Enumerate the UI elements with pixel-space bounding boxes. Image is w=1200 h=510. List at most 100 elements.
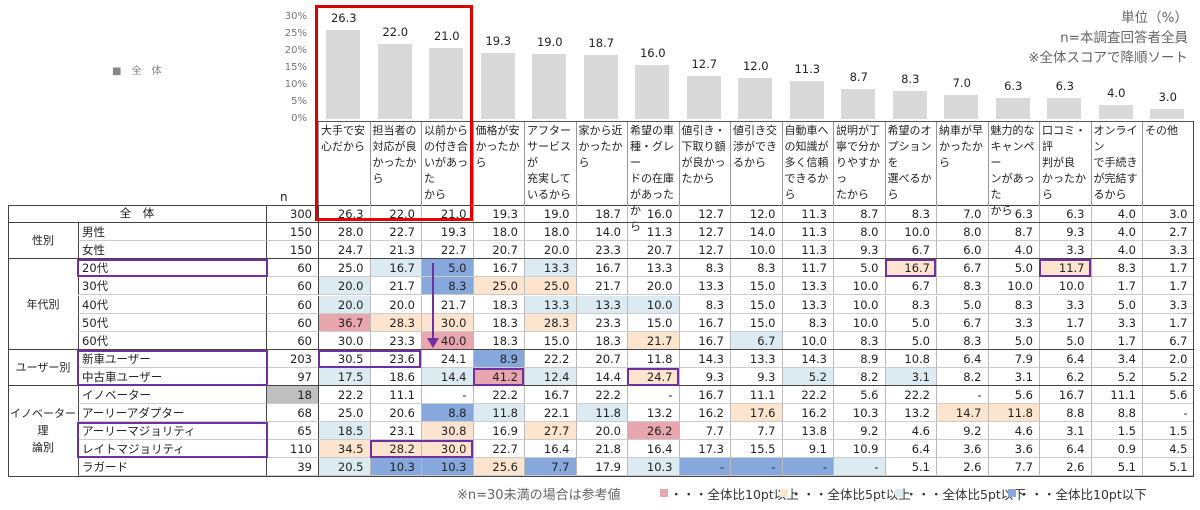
highlight-user-labels (77, 349, 268, 386)
table-cell: 6.7 (884, 241, 936, 260)
table-cell: 23.3 (575, 313, 627, 332)
column-header: 自動車へ の知識が 多く信頼 できるから (781, 121, 834, 205)
trend-arrow-shaft (432, 263, 434, 340)
table-cell: 7.7 (678, 422, 730, 441)
bar (635, 64, 669, 119)
table-cell: 15.5 (730, 440, 782, 459)
table-cell: 5.0 (987, 331, 1039, 350)
table-cell: 8.9 (833, 349, 885, 368)
table-cell: 17.5 (318, 367, 370, 386)
n-value: 60 (266, 313, 318, 332)
n-value: 150 (266, 223, 318, 242)
table-cell: 18.3 (575, 331, 627, 350)
table-cell: 1.7 (1142, 313, 1194, 332)
table-cell: 12.7 (678, 223, 730, 242)
table-cell: 10.0 (781, 331, 833, 350)
table-cell: 4.5 (1142, 440, 1194, 459)
table-cell: 20.0 (627, 277, 679, 296)
table-cell: 6.7 (936, 259, 988, 278)
table-cell: 24.1 (421, 349, 473, 368)
table-cell: 9.1 (781, 440, 833, 459)
table-cell: 20.7 (575, 349, 627, 368)
n-value: 60 (266, 331, 318, 350)
bar-value-label: 26.3 (330, 10, 357, 25)
table-cell: 10.0 (730, 241, 782, 260)
table-cell: 28.0 (318, 223, 370, 242)
table-cell: 13.3 (627, 259, 679, 278)
legend-label: ・・・全体比10pt以下 (1018, 487, 1147, 502)
column-header: オンライン で手続き が完結す るから (1090, 121, 1143, 205)
table-cell: 4.6 (884, 422, 936, 441)
n-value: 300 (266, 205, 318, 224)
highlight-cell (627, 367, 679, 386)
reference-note: ※n=30未満の場合は参考値 (457, 488, 621, 503)
table-cell: - (730, 458, 782, 477)
column-header: 納車が早 かったから (936, 121, 988, 205)
table-cell: 6.7 (1142, 331, 1194, 350)
table-cell: 3.3 (1142, 241, 1194, 260)
bar-value-label: 4.0 (1107, 86, 1126, 101)
table-cell: 8.3 (781, 313, 833, 332)
table-cell: 21.7 (627, 331, 679, 350)
table-cell: 14.3 (781, 349, 833, 368)
table-cell: 5.0 (421, 259, 473, 278)
table-cell: 16.7 (575, 259, 627, 278)
n-value: 110 (266, 440, 318, 459)
table-cell: 4.6 (987, 422, 1039, 441)
table-cell: 6.0 (936, 241, 988, 260)
table-cell: 7.0 (936, 205, 988, 224)
row-label: 女性 (78, 241, 266, 260)
table-cell: 25.0 (524, 277, 576, 296)
table-cell: 8.8 (1090, 404, 1142, 423)
table-cell: 18.3 (472, 331, 524, 350)
row-label-overall: 全 体 (8, 205, 266, 224)
table-cell: 5.0 (936, 295, 988, 314)
table-cell: 11.1 (730, 386, 782, 405)
table-cell: 16.7 (678, 331, 730, 350)
table-cell: 22.2 (575, 386, 627, 405)
y-tick-label: 25% (284, 28, 307, 39)
table-cell: 3.3 (1039, 241, 1091, 260)
highlight-majority-labels (77, 422, 268, 459)
table-cell: 20.6 (369, 404, 421, 423)
table-cell: 18.0 (472, 223, 524, 242)
highlight-cell (318, 349, 421, 368)
n-value: 39 (266, 458, 318, 477)
table-cell: 1.5 (1090, 422, 1142, 441)
table-cell: 3.6 (987, 440, 1039, 459)
table-cell: - (627, 386, 679, 405)
table-cell: 2.6 (1039, 458, 1091, 477)
table-cell: 11.8 (472, 404, 524, 423)
column-header: 口コミ・評 判が良 かったから (1039, 121, 1091, 205)
table-cell: 10.3 (421, 458, 473, 477)
table-cell: 21.7 (421, 295, 473, 314)
table-cell: 2.6 (936, 458, 988, 477)
table-cell: 20.7 (472, 241, 524, 260)
table-cell: 1.7 (1090, 277, 1142, 296)
table-cell: 2.0 (1142, 349, 1194, 368)
table-cell: 5.6 (1142, 386, 1194, 405)
table-cell: 8.3 (936, 331, 988, 350)
table-cell: 11.3 (627, 223, 679, 242)
legend-label: ・・・全体比5pt以上 (790, 487, 911, 502)
table-cell: 9.2 (833, 422, 885, 441)
table-cell: 20.0 (318, 277, 370, 296)
table-cell: 16.7 (1039, 386, 1091, 405)
table-cell: 8.3 (421, 277, 473, 296)
table-cell: 10.3 (627, 458, 679, 477)
table-cell: 5.0 (1039, 331, 1091, 350)
table-cell: 20.5 (318, 458, 370, 477)
table-top-line (8, 205, 1193, 206)
row-group-label: イノベーター理 論別 (8, 386, 78, 477)
n-value: 60 (266, 277, 318, 296)
footer: ※n=30未満の場合は参考値 ・・・全体比10pt以上 ・・・全体比5pt以上 ・・… (0, 484, 1200, 506)
table-cell: 5.1 (1142, 458, 1194, 477)
table-cell: 16.2 (781, 404, 833, 423)
table-cell: 27.7 (524, 422, 576, 441)
table-cell: 8.0 (936, 223, 988, 242)
table-cell: 8.3 (987, 295, 1039, 314)
bar-value-label: 6.3 (1055, 78, 1074, 93)
row-group-label: 性別 (8, 223, 78, 260)
table-cell: 10.0 (884, 223, 936, 242)
